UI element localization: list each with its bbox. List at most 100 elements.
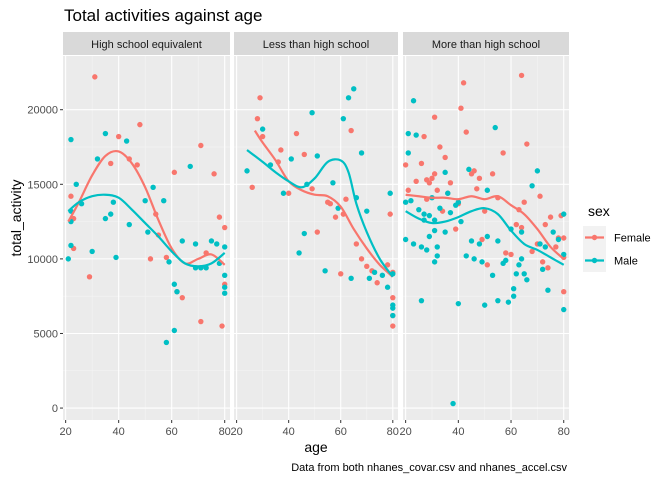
data-point-male	[68, 242, 74, 249]
panel-background	[63, 56, 230, 420]
data-point-female	[429, 175, 435, 182]
data-point-male	[288, 156, 294, 162]
data-point-male	[455, 300, 462, 307]
data-point-male	[426, 212, 433, 219]
data-point-female	[518, 224, 525, 231]
data-point-female	[387, 211, 393, 217]
data-point-male	[516, 262, 522, 268]
data-point-female	[216, 214, 223, 220]
data-point-male	[379, 272, 386, 278]
data-point-male	[102, 215, 109, 222]
data-point-male	[166, 259, 172, 265]
data-point-male	[505, 299, 512, 305]
facet-strip-label: Less than high school	[263, 39, 369, 51]
data-point-male	[113, 254, 119, 261]
data-point-male	[555, 236, 562, 243]
data-point-male	[510, 286, 517, 292]
legend-key-point	[591, 234, 598, 241]
x-tick-label: 80	[219, 426, 231, 438]
data-point-male	[431, 259, 438, 265]
data-point-female	[332, 214, 339, 220]
data-point-female	[437, 144, 443, 150]
data-point-female	[529, 248, 535, 255]
data-point-male	[434, 244, 440, 250]
data-point-female	[86, 274, 93, 280]
data-point-female	[537, 193, 543, 199]
data-point-female	[503, 250, 509, 256]
data-point-male	[221, 284, 228, 290]
data-point-female	[147, 256, 154, 262]
data-point-male	[561, 306, 567, 313]
data-point-female	[476, 175, 483, 182]
data-point-male	[402, 199, 409, 205]
data-point-male	[94, 156, 101, 162]
data-point-female	[254, 115, 261, 122]
data-point-male	[208, 238, 215, 244]
data-point-male	[561, 251, 567, 258]
data-point-male	[489, 272, 496, 278]
data-point-male	[221, 290, 228, 296]
legend-key-point	[591, 257, 598, 264]
data-point-female	[539, 259, 546, 265]
data-point-female	[115, 133, 122, 140]
data-point-male	[89, 248, 95, 255]
data-point-male	[390, 305, 396, 311]
data-point-female	[309, 186, 315, 192]
data-point-male	[437, 205, 443, 211]
data-point-male	[450, 400, 456, 407]
data-point-female	[249, 184, 255, 190]
data-point-male	[410, 98, 417, 104]
y-tick-label: 0	[52, 403, 58, 415]
legend-label-male: Male	[614, 256, 638, 268]
facet-panel-1: High school equivalent 20 40 60 80 0 5000 10000…	[27, 32, 231, 438]
chart-title: Total activities against age	[64, 6, 262, 25]
data-point-male	[145, 229, 151, 235]
data-point-male	[384, 284, 391, 290]
data-point-male	[492, 124, 498, 131]
data-point-male	[518, 256, 525, 262]
data-point-female	[474, 186, 480, 192]
data-point-male	[542, 244, 548, 250]
data-point-female	[364, 263, 370, 270]
data-point-male	[192, 241, 199, 247]
data-point-male	[408, 198, 414, 204]
data-point-female	[442, 154, 448, 161]
data-point-female	[348, 127, 354, 134]
facet-strip	[234, 32, 398, 55]
data-point-male	[529, 183, 535, 189]
data-point-female	[481, 208, 488, 214]
data-point-male	[214, 241, 220, 247]
x-tick-label: 60	[335, 426, 347, 438]
data-point-male	[345, 95, 352, 101]
smooth-line-male	[246, 149, 394, 278]
x-tick-label: 40	[113, 426, 125, 438]
data-point-female	[285, 190, 292, 196]
data-point-female	[68, 193, 74, 199]
data-point-female	[431, 114, 438, 120]
x-tick-label: 80	[387, 426, 399, 438]
data-point-male	[314, 153, 321, 159]
data-point-male	[495, 238, 501, 244]
legend: sex Female Male	[583, 203, 651, 272]
data-point-female	[471, 168, 477, 174]
data-point-female	[542, 221, 548, 228]
data-point-male	[108, 211, 114, 217]
data-point-male	[495, 297, 501, 304]
data-point-female	[426, 180, 433, 186]
x-tick-label: 40	[283, 426, 295, 438]
data-point-male	[366, 275, 373, 281]
data-point-male	[510, 293, 517, 299]
x-tick-label: 20	[230, 426, 242, 438]
smooth-line-female	[405, 193, 565, 260]
data-point-female	[384, 262, 391, 268]
data-point-male	[330, 180, 336, 186]
data-point-female	[92, 74, 98, 80]
y-tick-label: 15000	[27, 179, 58, 191]
y-tick-label: 20000	[27, 105, 58, 117]
legend-label-female: Female	[614, 233, 651, 245]
data-point-female	[524, 141, 530, 147]
x-axis-title: age	[304, 439, 328, 455]
data-point-male	[102, 130, 109, 137]
data-point-male	[402, 236, 409, 243]
